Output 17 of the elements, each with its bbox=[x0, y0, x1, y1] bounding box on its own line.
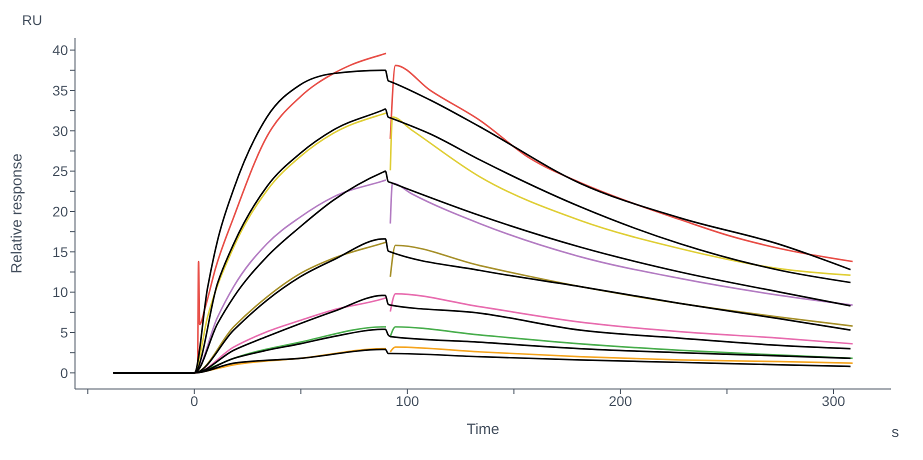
y-tick-label: 35 bbox=[52, 82, 68, 98]
y-tick-label: 5 bbox=[60, 324, 68, 340]
x-axis-title: Time bbox=[466, 421, 500, 438]
y-tick-label: 40 bbox=[52, 42, 68, 58]
text: RU bbox=[22, 12, 42, 28]
x-tick-label: 100 bbox=[396, 392, 420, 409]
text: s bbox=[892, 424, 899, 441]
y-tick-label: 30 bbox=[52, 122, 68, 139]
y-tick-label: 20 bbox=[52, 203, 68, 220]
y-axis-title: Relative response bbox=[8, 153, 26, 274]
y-tick-label: 15 bbox=[52, 244, 68, 260]
x-tick-label: 300 bbox=[822, 392, 846, 409]
y-tick-label: 0 bbox=[60, 364, 68, 381]
x-tick-label: 0 bbox=[190, 392, 198, 409]
x-tick-label: 200 bbox=[608, 392, 632, 409]
y-tick-label: 10 bbox=[52, 284, 68, 300]
y-tick-label: 25 bbox=[52, 163, 68, 180]
